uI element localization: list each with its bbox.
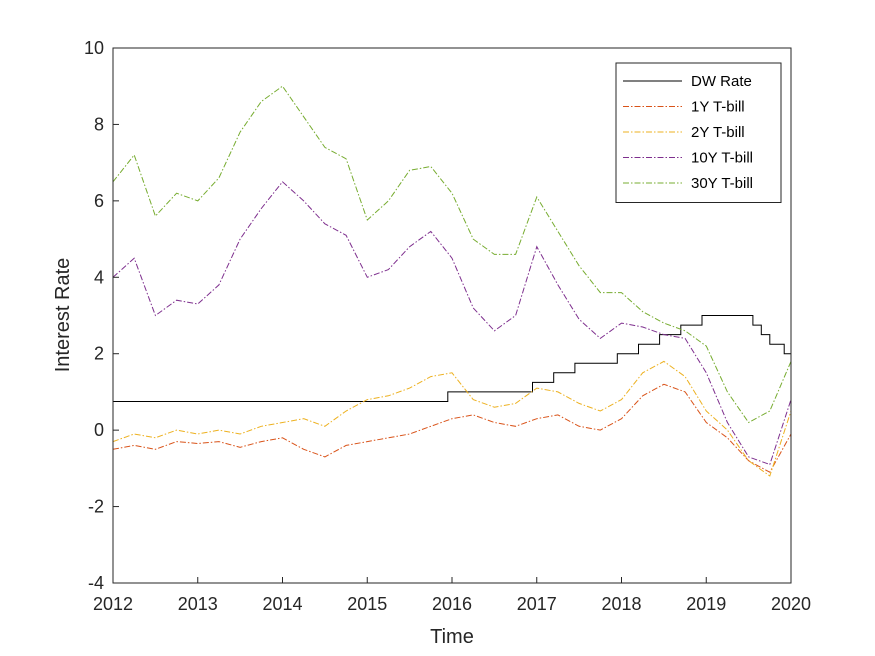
series-line-2	[112, 383, 792, 473]
series-line-4	[112, 181, 792, 466]
x-tick-label: 2016	[432, 594, 472, 614]
x-tick-label: 2020	[771, 594, 811, 614]
legend-entry-label: DW Rate	[691, 73, 752, 90]
x-tick-label: 2014	[262, 594, 302, 614]
y-tick-label: 6	[94, 191, 104, 211]
series-layer	[112, 85, 792, 477]
x-tick-label: 2012	[93, 594, 133, 614]
x-axis-title: Time	[430, 626, 474, 648]
y-tick-label: 4	[94, 267, 104, 287]
legend-entry-label: 1Y T-bill	[691, 99, 745, 116]
x-tick-label: 2018	[601, 594, 641, 614]
x-tick-label: 2015	[347, 594, 387, 614]
y-tick-label: -4	[88, 573, 104, 593]
legend: DW Rate 1Y T-bill 2Y T-bill 10Y T-bill 30Y T…	[615, 62, 782, 203]
legend-entry-label: 30Y T-bill	[691, 175, 753, 192]
legend-entry-label: 10Y T-bill	[691, 150, 753, 167]
y-axis: -4 -2 0 2 4 6 8 10	[84, 38, 119, 593]
y-tick-label: 8	[94, 114, 104, 134]
legend-box	[615, 62, 782, 203]
y-tick-label: -2	[88, 497, 104, 517]
series-line-3	[112, 360, 792, 477]
y-tick-label: 10	[84, 38, 104, 58]
x-tick-label: 2013	[178, 594, 218, 614]
legend-entry-label: 2Y T-bill	[691, 124, 745, 141]
y-tick-label: 2	[94, 344, 104, 364]
series-line-5	[112, 85, 792, 424]
y-tick-label: 0	[94, 420, 104, 440]
series-line-1	[113, 315, 791, 402]
x-tick-label: 2019	[686, 594, 726, 614]
x-axis: 2012 2013 2014 2015 2016 2017 2018 2019 2020	[93, 577, 811, 614]
x-tick-label: 2017	[517, 594, 557, 614]
y-axis-title: Interest Rate	[52, 258, 74, 373]
